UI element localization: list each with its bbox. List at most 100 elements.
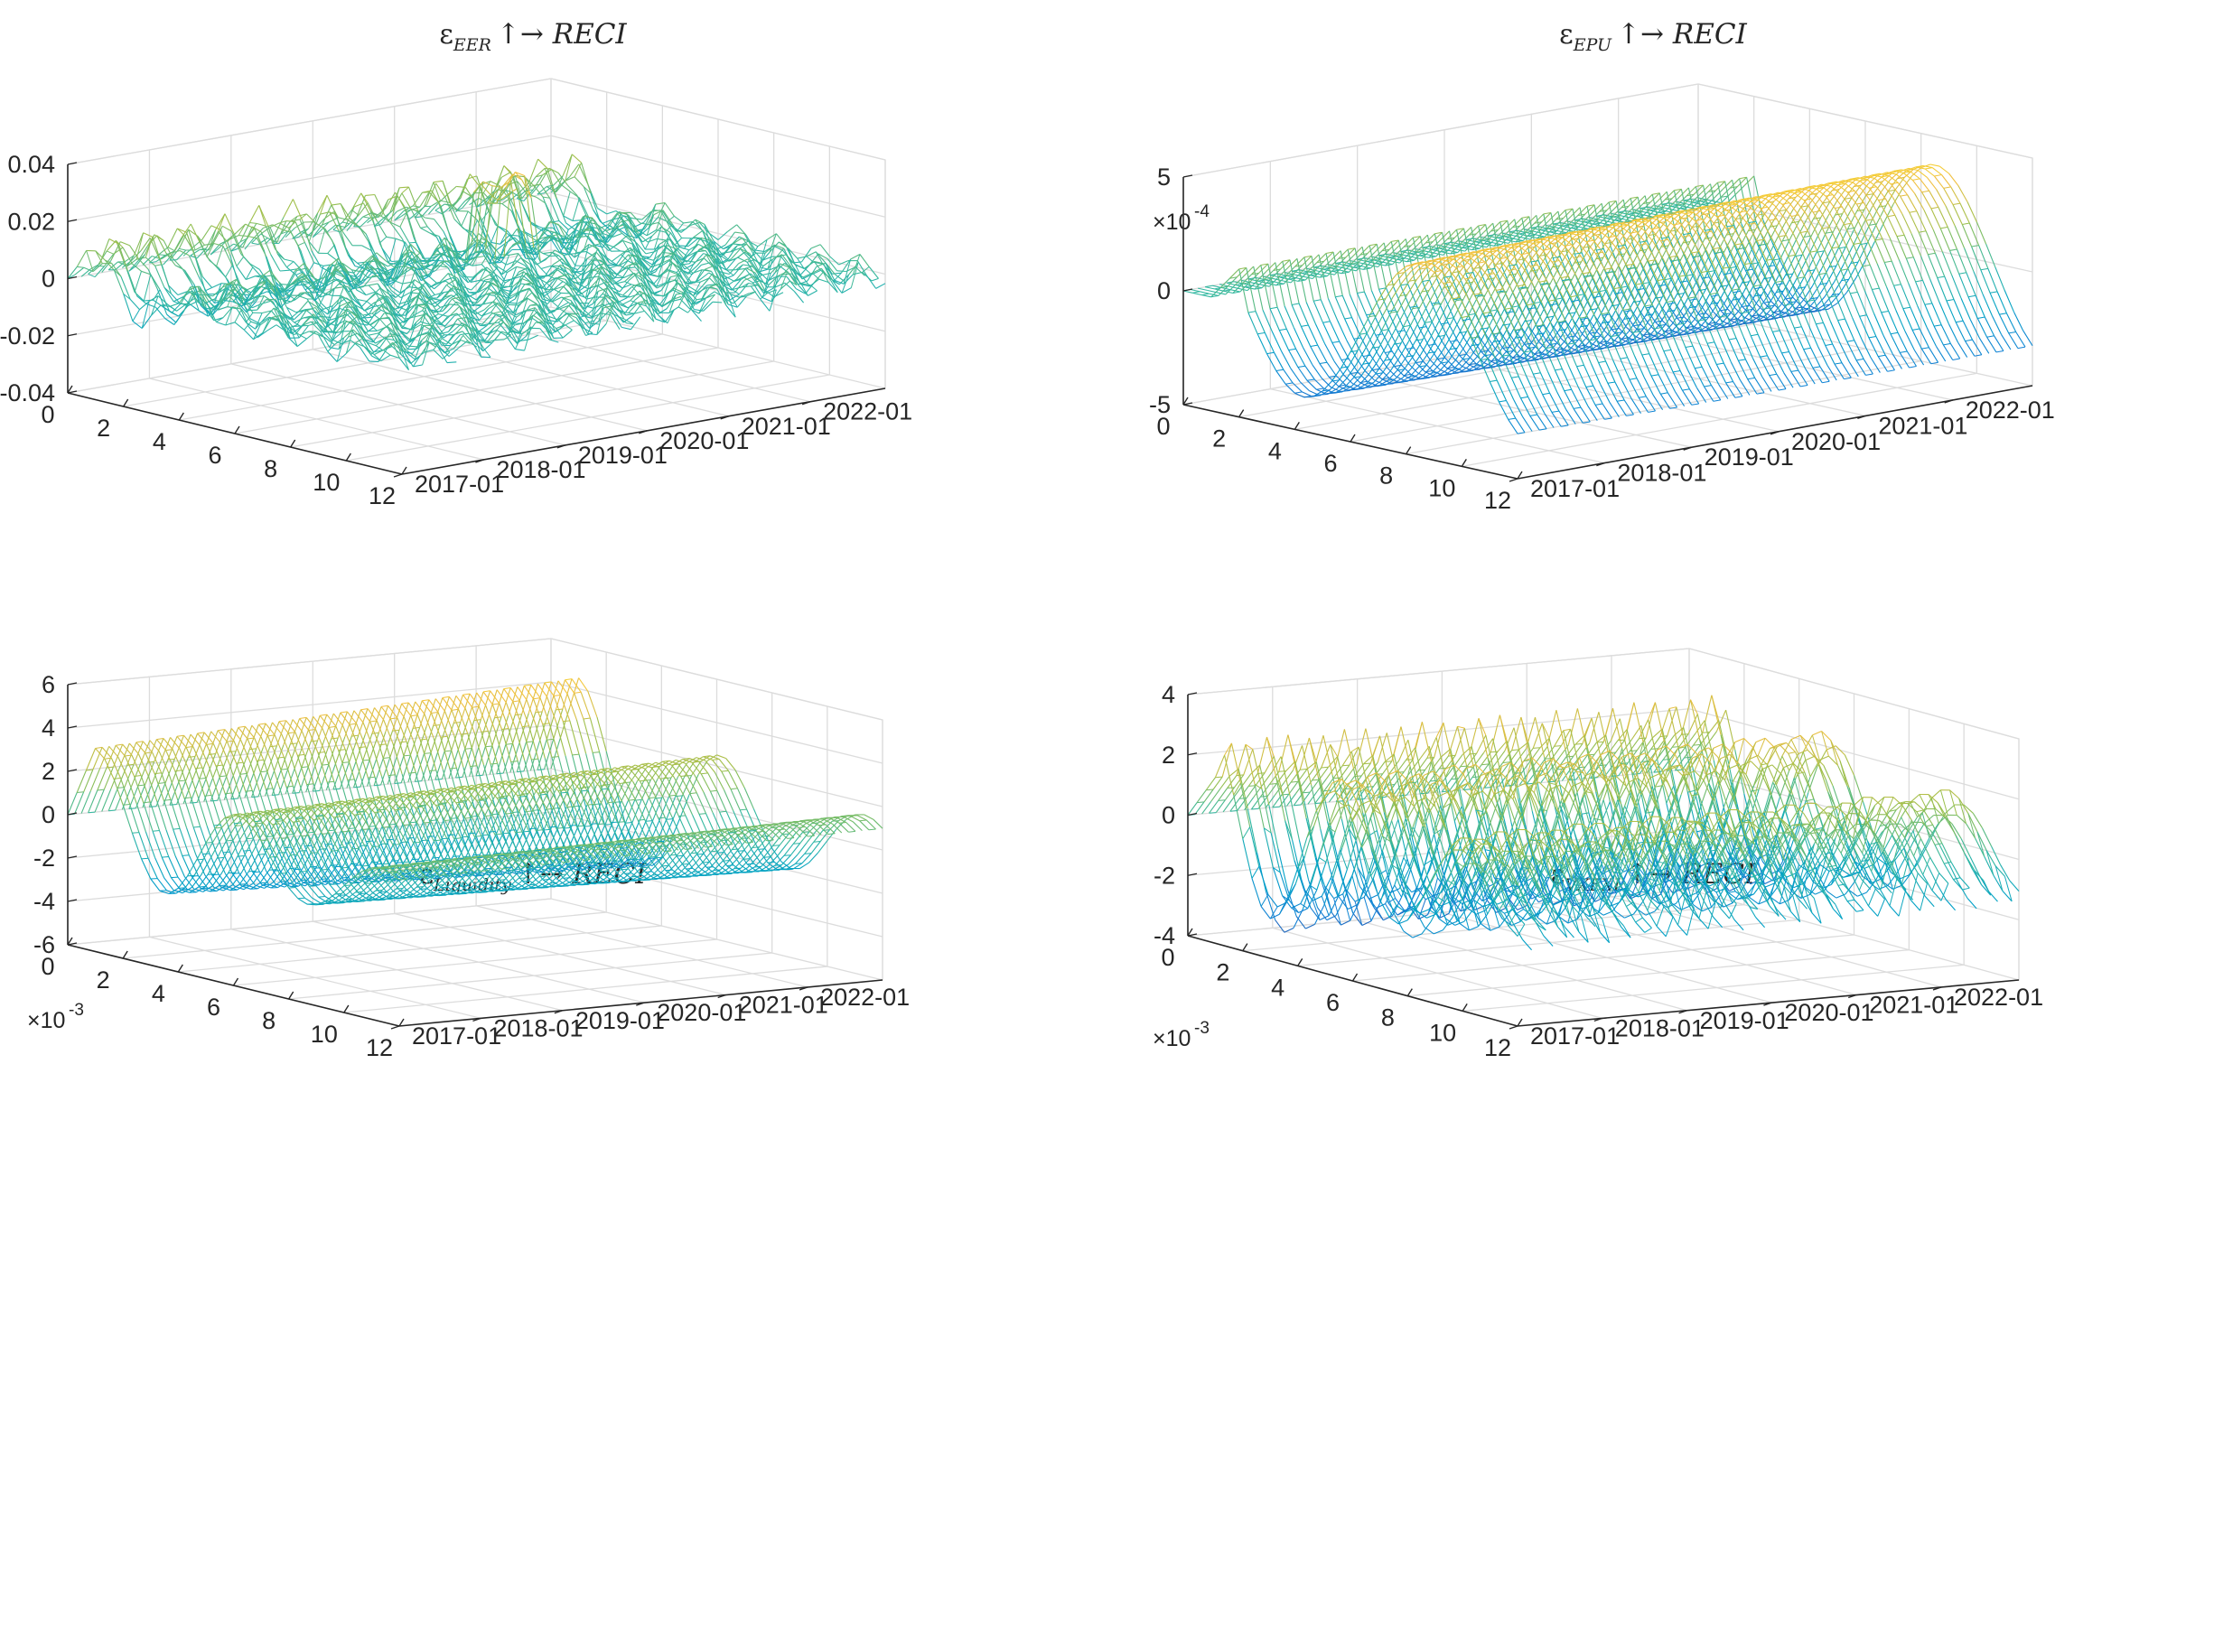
surface-edge [709,239,720,256]
surface-edge [195,258,203,277]
surface-edge [734,231,744,235]
horizon-tick-label: 4 [153,428,166,455]
surface-edge [642,236,652,243]
surface-edge [476,238,487,246]
surface-edge [1984,316,1995,337]
surface-edge [750,273,761,282]
surface-edge [539,183,551,199]
surface-edge [312,224,322,238]
surface-edge [730,294,741,298]
surface-edge [360,217,370,228]
surface-edge [327,253,338,261]
surface-edge [875,283,886,289]
surface-edge [569,163,580,178]
surface-edge [615,281,625,285]
surface-edge [625,266,636,269]
surface-edge [818,278,829,284]
surface-edge [572,297,583,316]
surface-edge [1947,227,1958,250]
surface-edge [1969,319,1981,339]
surface-edge [453,197,462,206]
surface-edge [132,309,140,322]
surface-edge [1930,208,1941,229]
surface-edge [558,273,568,278]
surface-edge [1747,224,1758,241]
surface-edge [474,304,481,307]
surface-edge [862,271,873,282]
surface-edge [338,217,348,220]
surface-edge [1924,304,1935,327]
surface-edge [424,280,434,290]
surface-edge [2015,331,2026,348]
surface-edge [461,210,469,227]
surface-edge [628,214,639,231]
surface-edge [385,260,396,269]
surface-edge [557,319,565,326]
surface-edge [639,290,649,298]
surface-edge [238,235,248,238]
surface-edge [624,224,635,239]
surface-edge [1883,262,1895,286]
surface-edge [804,260,815,269]
surface-edge [257,330,267,339]
surface-edge [1956,248,1967,273]
surface-edge [597,208,607,215]
surface-edge [437,247,448,260]
surface-edge [1996,291,2007,313]
surface-edge [811,272,820,280]
surface-edge [529,183,541,196]
surface-edge [709,283,720,287]
surface-edge [526,189,534,191]
surface-edge [540,265,551,270]
surface-edge [1973,271,1984,295]
surface-edge [1783,217,1794,235]
surface-edge [1934,253,1946,277]
surface-edge [603,242,614,248]
surface-edge [433,180,444,183]
surface-edge [767,256,778,270]
surface-edge [407,211,418,221]
surface-edge [675,256,686,270]
surface-edge [558,220,569,230]
surface-edge [286,261,294,268]
surface-edge [427,203,439,215]
surface-edge [510,257,521,268]
surface-edge [586,251,597,259]
surface-edge [444,197,455,220]
surface-edge [799,265,810,276]
surface-edge [736,267,747,280]
surface-edge [827,282,838,294]
surface-edge [462,196,472,209]
surface-edge [1982,294,1993,316]
surface-edge [762,256,772,261]
surface-edge [399,186,409,189]
surface-edge [416,265,427,276]
surface-edge [746,262,757,278]
surface-edge [556,198,567,223]
surface-edge [467,239,478,250]
surface-edge [645,251,656,255]
surface-edge [508,181,518,185]
surface-edge [299,331,310,336]
surface-edge [1976,318,1988,338]
surface-edge [698,222,710,234]
surface-edge [218,267,229,281]
surface-edge [619,311,629,314]
surface-edge [565,229,576,245]
surface-edge [556,328,564,339]
surface-edge [704,224,715,242]
surface-edge [1815,323,1826,346]
surface-edge [470,279,481,283]
surface-edge [565,176,575,182]
surface-edge [737,251,745,258]
surface-edge [808,290,817,296]
surface-edge [501,266,512,275]
surface-edge [358,202,369,216]
surface-edge [1991,315,2003,335]
surface-edge [572,286,582,294]
surface-edge [565,284,576,293]
surface-edge [509,180,521,241]
surface-edge [533,183,541,186]
surface-edge [621,326,631,331]
surface-edge [1826,209,1837,227]
